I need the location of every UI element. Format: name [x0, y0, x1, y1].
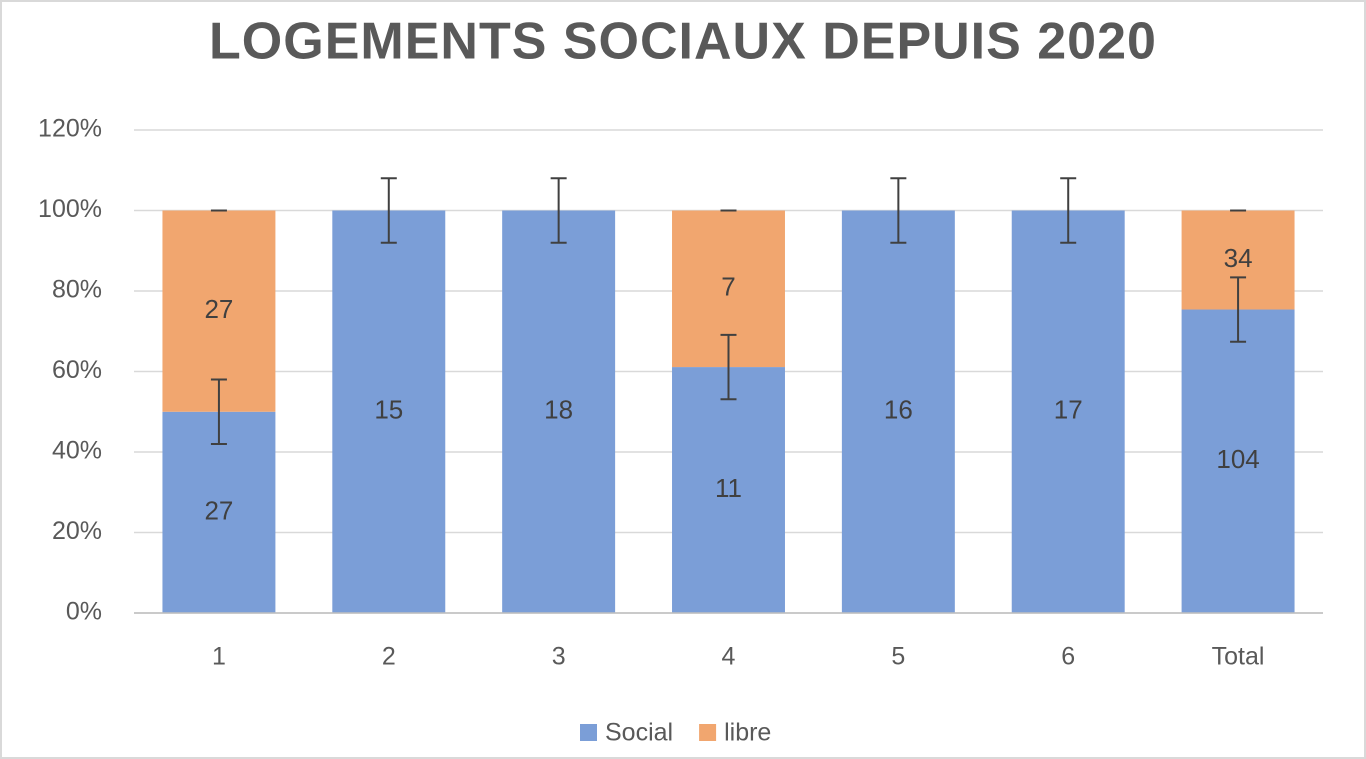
legend-swatch — [580, 724, 597, 741]
bar-segment — [162, 210, 276, 412]
x-tick-label: Total — [1212, 643, 1265, 671]
error-bar — [380, 177, 397, 244]
bar-segment — [672, 367, 785, 613]
x-tick-label: 6 — [1061, 643, 1075, 671]
error-bar — [210, 378, 227, 445]
legend-label: Social — [605, 719, 673, 747]
error-bar — [1060, 177, 1077, 244]
data-label: 17 — [1054, 395, 1083, 425]
error-bar — [890, 177, 907, 244]
bar-segment — [841, 210, 955, 613]
data-label: 16 — [884, 395, 913, 425]
data-label: 15 — [374, 395, 403, 425]
y-tick-label: 80% — [52, 276, 102, 304]
y-tick-label: 20% — [52, 517, 102, 545]
y-tick-label: 100% — [38, 195, 102, 223]
error-bar — [720, 333, 737, 401]
bar-segment — [1181, 309, 1295, 613]
x-tick-label: 1 — [212, 643, 226, 671]
bar-segment — [332, 210, 446, 613]
bar-segment — [162, 411, 276, 613]
data-label: 7 — [721, 272, 735, 302]
y-tick-label: 0% — [66, 598, 102, 626]
error-bar — [550, 177, 567, 244]
error-bar — [1230, 276, 1247, 343]
legend-swatch — [699, 724, 717, 741]
x-tick-label: 4 — [722, 643, 736, 671]
y-tick-label: 60% — [52, 356, 102, 384]
legend-label: libre — [724, 719, 771, 747]
bar-segment — [1011, 210, 1125, 613]
data-label: 18 — [544, 395, 573, 425]
chart-title: LOGEMENTS SOCIAUX DEPUIS 2020 — [209, 13, 1157, 71]
x-tick-label: 5 — [891, 643, 905, 671]
data-label: 34 — [1224, 243, 1253, 273]
x-tick-label: 3 — [552, 643, 566, 671]
data-label: 104 — [1216, 444, 1259, 474]
y-tick-label: 120% — [38, 115, 102, 143]
y-tick-label: 40% — [52, 437, 102, 465]
data-label: 11 — [715, 473, 742, 503]
bar-segment — [502, 210, 616, 613]
data-label: 27 — [204, 294, 233, 324]
data-label: 27 — [204, 495, 233, 525]
x-tick-label: 2 — [382, 643, 396, 671]
